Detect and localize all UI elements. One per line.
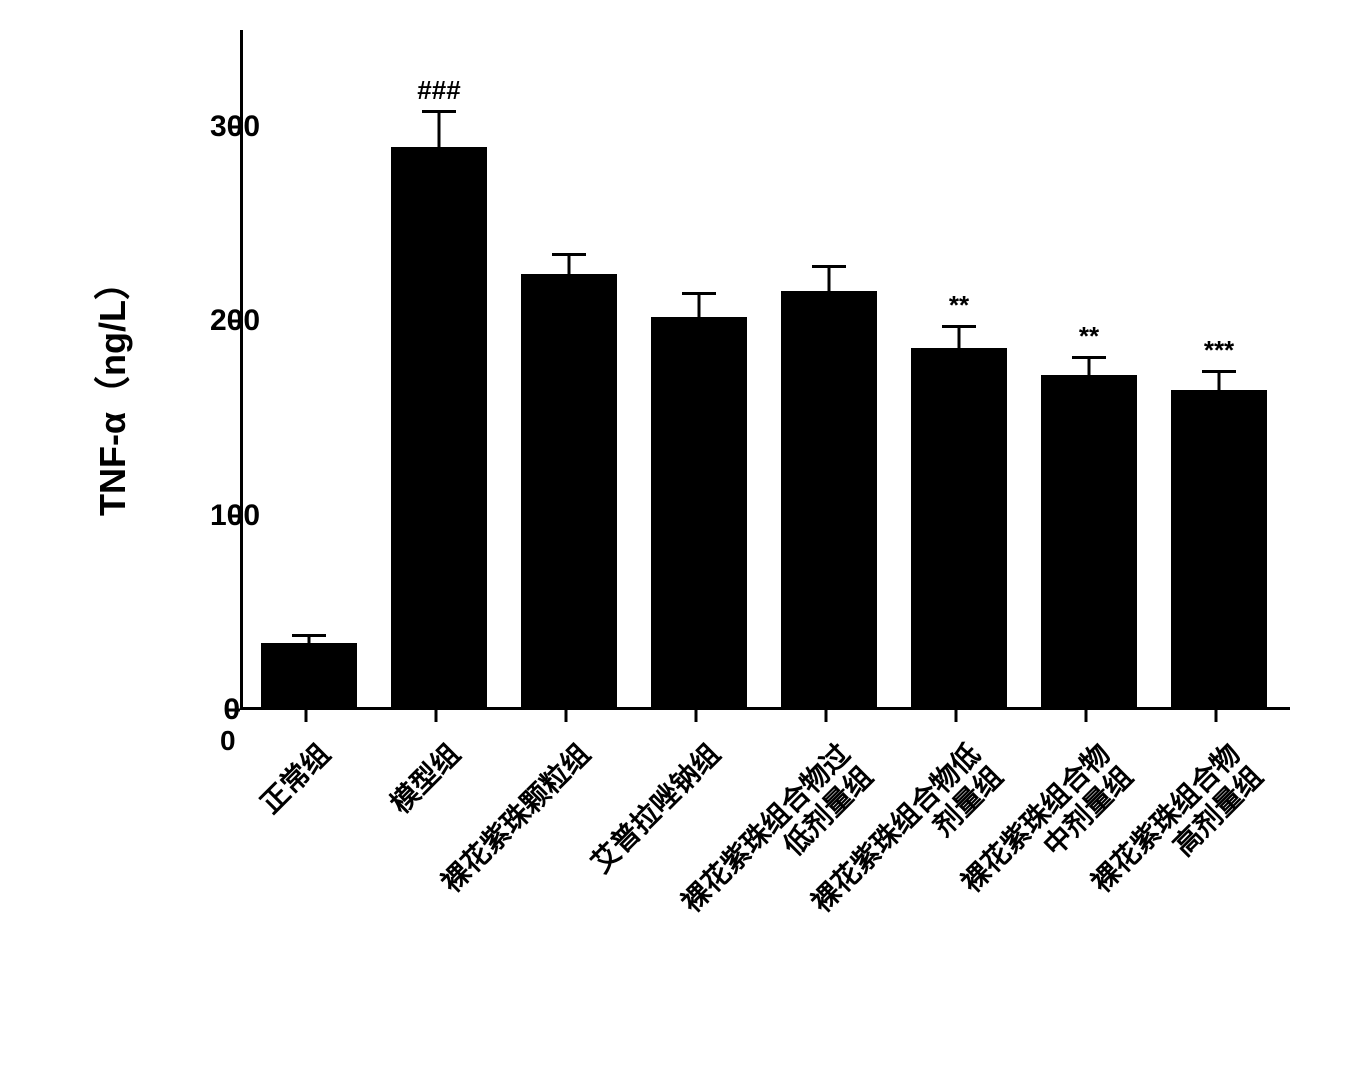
y-axis-label: TNF-α（ng/L） <box>84 264 136 516</box>
bar <box>651 317 747 708</box>
error-bar-stem <box>1088 356 1091 377</box>
y-tick-mark <box>228 320 240 323</box>
bar <box>911 348 1007 707</box>
y-tick-mark <box>228 126 240 129</box>
x-tick-mark <box>435 710 438 722</box>
error-bar-cap <box>942 325 976 328</box>
x-tick-label: 正常组 <box>255 738 337 820</box>
y-tick-mark <box>228 709 240 712</box>
error-bar-stem <box>438 110 441 151</box>
significance-marker: ** <box>1079 321 1099 352</box>
significance-marker: ** <box>949 290 969 321</box>
error-bar-cap <box>292 634 326 637</box>
x-axis-zero-label: 0 <box>220 725 236 757</box>
x-tick-label: 艾普拉唑钠组 <box>585 738 727 880</box>
bar <box>781 291 877 707</box>
tnf-alpha-bar-chart: TNF-α（ng/L） ###******* 0 0100200300正常组模型… <box>120 30 1300 750</box>
y-tick-mark <box>228 514 240 517</box>
error-bar-cap <box>552 253 586 256</box>
error-bar-stem <box>698 292 701 319</box>
bar <box>521 274 617 707</box>
error-bar-cap <box>812 265 846 268</box>
bar <box>1171 390 1267 707</box>
error-bar-stem <box>568 253 571 276</box>
x-tick-mark <box>305 710 308 722</box>
error-bar-cap <box>422 110 456 113</box>
bar <box>1041 375 1137 707</box>
error-bar-stem <box>1218 370 1221 393</box>
error-bar-stem <box>958 325 961 350</box>
error-bar-cap <box>1072 356 1106 359</box>
x-tick-mark <box>1085 710 1088 722</box>
x-tick-mark <box>825 710 828 722</box>
x-tick-mark <box>695 710 698 722</box>
significance-marker: ### <box>417 75 460 106</box>
bar <box>391 147 487 707</box>
x-tick-mark <box>955 710 958 722</box>
x-tick-mark <box>565 710 568 722</box>
x-tick-label: 模型组 <box>385 738 467 820</box>
x-tick-mark <box>1215 710 1218 722</box>
significance-marker: *** <box>1204 335 1234 366</box>
error-bar-cap <box>682 292 716 295</box>
error-bar-cap <box>1202 370 1236 373</box>
error-bar-stem <box>828 265 831 294</box>
plot-area: ###******* <box>240 30 1290 710</box>
bar <box>261 643 357 707</box>
